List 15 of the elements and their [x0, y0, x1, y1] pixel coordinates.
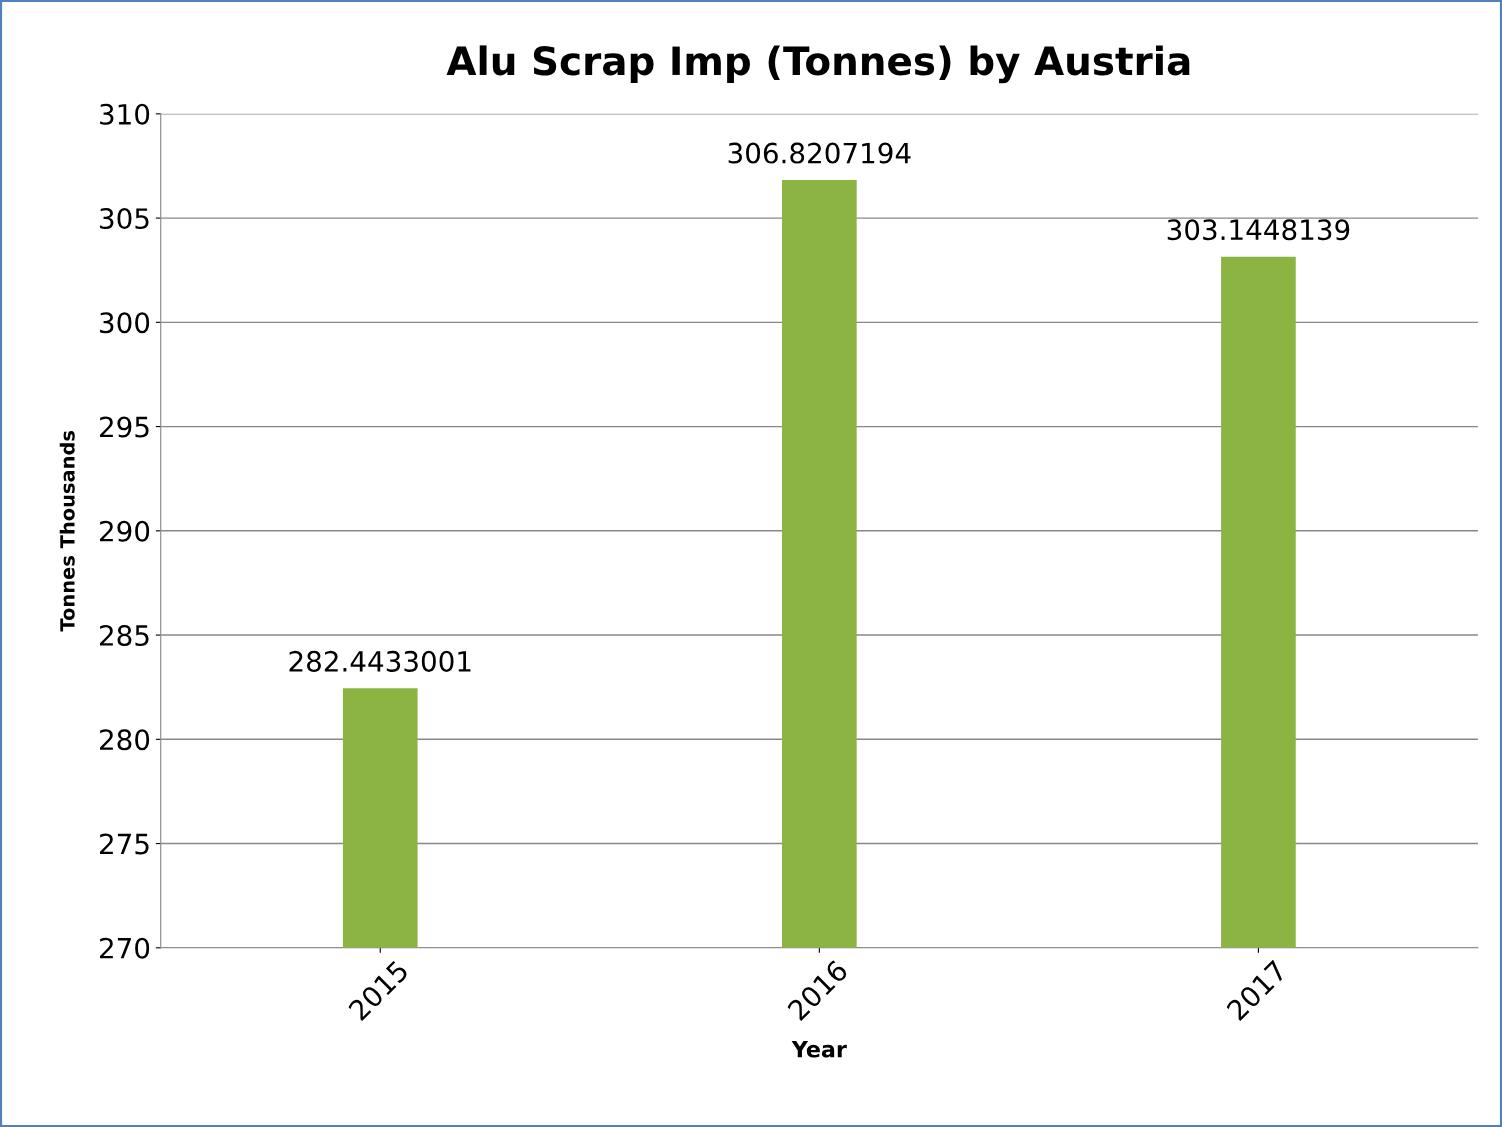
y-axis-title: Tonnes Thousands: [59, 430, 75, 632]
y-tick-label: 270: [100, 937, 150, 959]
y-tick-label: 295: [100, 416, 149, 438]
y-tick-label: 305: [100, 208, 149, 230]
chart-title: Alu Scrap Imp (Tonnes) by Austria: [446, 45, 1190, 84]
y-tick-label: 290: [100, 520, 150, 542]
y-tick-label: 275: [100, 833, 149, 855]
y-tick-label: 300: [100, 312, 150, 334]
y-tick-label: 310: [100, 103, 150, 125]
data-label: 303.1448139: [1167, 219, 1350, 241]
x-axis-title: Year: [791, 1041, 847, 1058]
y-tick-label: 280: [100, 729, 150, 751]
y-tick-label: 285: [100, 625, 149, 647]
data-label: 282.4433001: [289, 650, 471, 672]
data-label: 306.8207194: [728, 142, 911, 164]
